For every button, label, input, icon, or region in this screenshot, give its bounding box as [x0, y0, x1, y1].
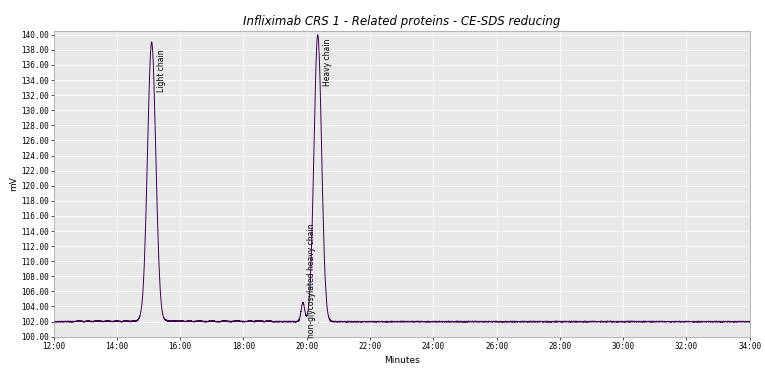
Title: Infliximab CRS 1 - Related proteins - CE-SDS reducing: Infliximab CRS 1 - Related proteins - CE… — [243, 15, 560, 28]
Y-axis label: mV: mV — [9, 176, 18, 191]
X-axis label: Minutes: Minutes — [384, 356, 419, 365]
Text: Light chain: Light chain — [158, 50, 166, 92]
Text: non-glycosylated heavy chain: non-glycosylated heavy chain — [307, 223, 316, 338]
Text: Heavy chain: Heavy chain — [324, 39, 333, 86]
